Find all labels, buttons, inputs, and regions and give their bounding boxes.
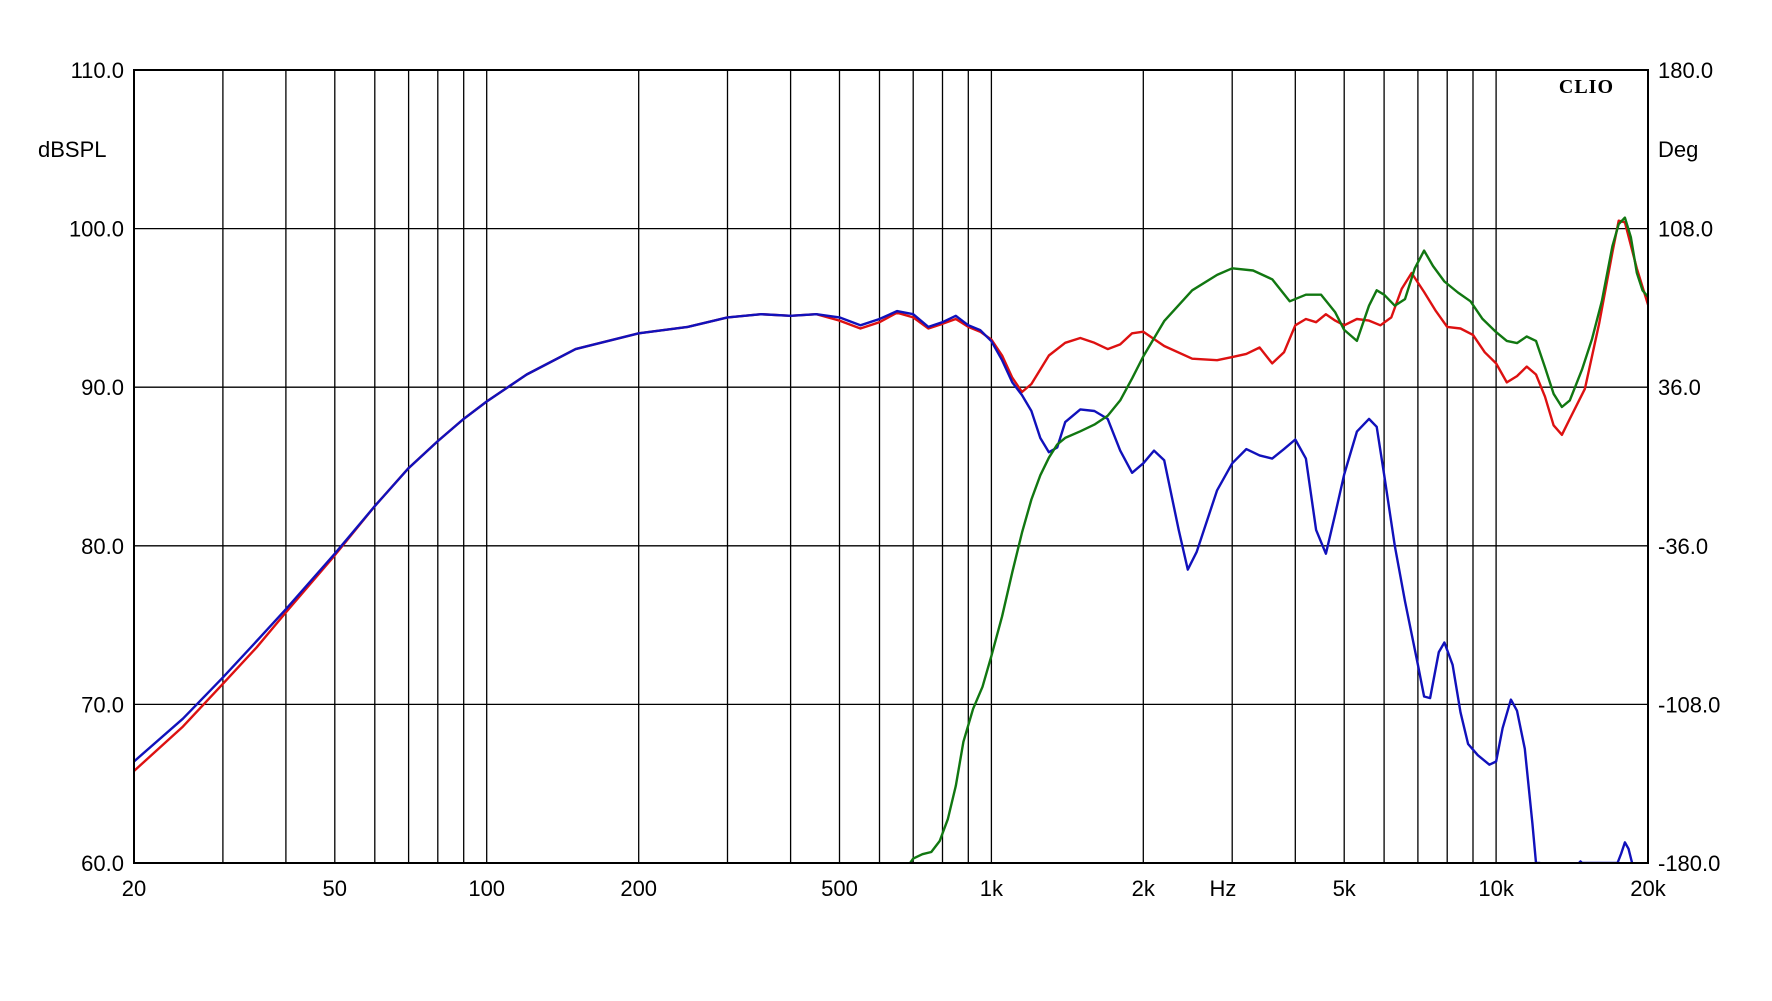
y2-tick-label: 180.0 xyxy=(1658,58,1713,83)
curves xyxy=(134,216,1648,863)
series-line-2 xyxy=(134,309,1541,863)
y-tick-label: 60.0 xyxy=(81,851,124,876)
x-tick-label: 2k xyxy=(1132,876,1156,901)
y2-tick-label: 36.0 xyxy=(1658,375,1701,400)
x-axis-label: Hz xyxy=(1210,876,1237,901)
y2-tick-label: 108.0 xyxy=(1658,217,1713,242)
x-tick-label: 200 xyxy=(620,876,657,901)
y-tick-label: 110.0 xyxy=(71,58,124,83)
x-tick-label: 500 xyxy=(821,876,858,901)
series-line-4 xyxy=(908,216,1648,863)
x-tick-label: 20k xyxy=(1630,876,1666,901)
brand-label: CLIO xyxy=(1559,76,1614,98)
y-axis-label: dBSPL xyxy=(38,137,107,162)
y-tick-label: 80.0 xyxy=(81,534,124,559)
x-tick-label: 20 xyxy=(122,876,146,901)
plot-frame xyxy=(133,69,1649,864)
x-tick-label: 5k xyxy=(1333,876,1357,901)
y2-tick-label: -180.0 xyxy=(1658,851,1720,876)
y-tick-label: 70.0 xyxy=(81,692,124,717)
y-tick-label: 100.0 xyxy=(69,217,124,242)
y2-tick-label: -108.0 xyxy=(1658,692,1720,717)
x-tick-label: 100 xyxy=(468,876,505,901)
x-tick-label: 50 xyxy=(323,876,347,901)
series-line-3 xyxy=(1577,841,1634,863)
y2-tick-label: -36.0 xyxy=(1658,534,1708,559)
y-tick-label: 90.0 xyxy=(81,375,124,400)
x-tick-label: 1k xyxy=(980,876,1004,901)
tick-labels: 20 50 100 200 500 1k 2k 5k 10k 20k 110.0 100.0 90.0 8… xyxy=(69,58,1720,901)
x-tick-label: 10k xyxy=(1478,876,1514,901)
y2-axis-label: Deg xyxy=(1658,137,1698,162)
